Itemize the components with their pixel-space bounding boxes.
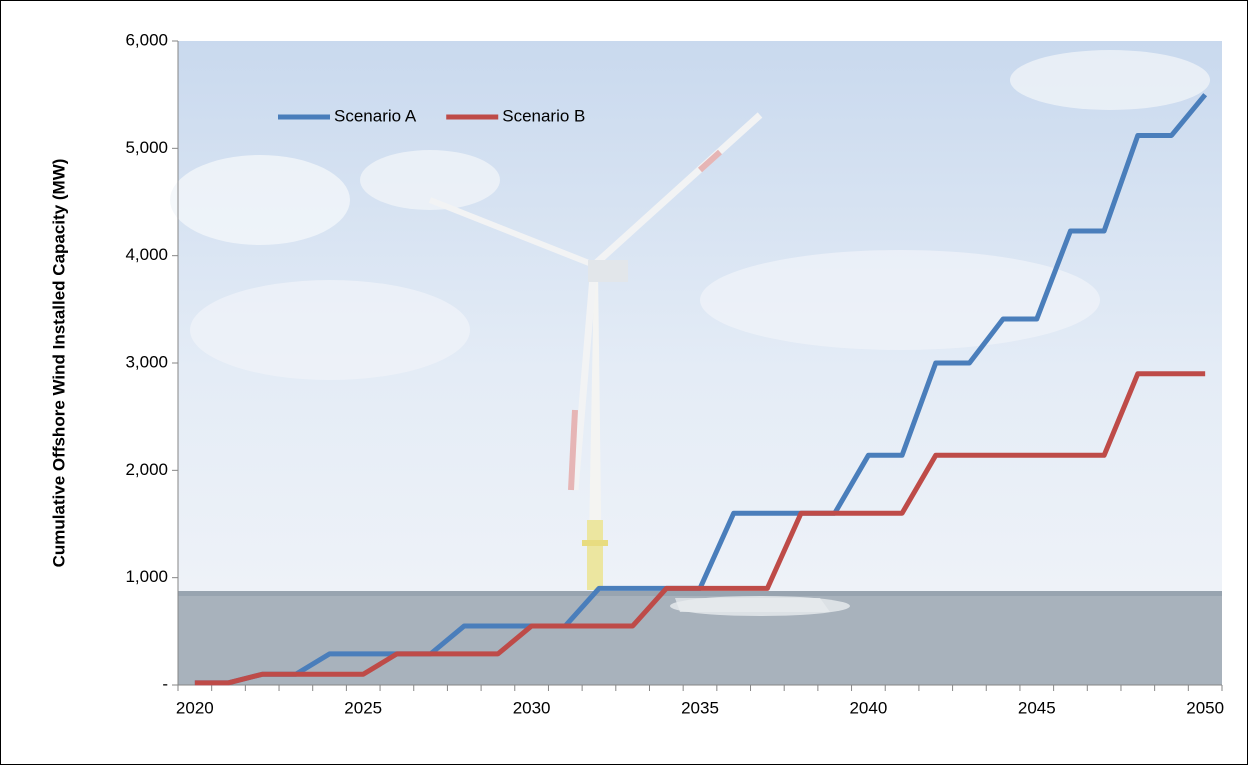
y-tick-label: 6,000 bbox=[125, 30, 168, 49]
x-tick-label: 2045 bbox=[1018, 698, 1056, 717]
y-tick-label: - bbox=[162, 674, 168, 693]
x-tick-label: 2030 bbox=[513, 698, 551, 717]
x-tick-label: 2025 bbox=[344, 698, 382, 717]
y-tick-label: 4,000 bbox=[125, 245, 168, 264]
x-tick-label: 2035 bbox=[681, 698, 719, 717]
x-tick-label: 2050 bbox=[1186, 698, 1224, 717]
y-tick-label: 2,000 bbox=[125, 460, 168, 479]
y-tick-label: 5,000 bbox=[125, 138, 168, 157]
series-line bbox=[194, 371, 1206, 686]
legend-label: Scenario A bbox=[334, 106, 417, 125]
x-tick-label: 2020 bbox=[176, 698, 214, 717]
y-tick-label: 1,000 bbox=[125, 567, 168, 586]
y-axis-title: Cumulative Offshore Wind Installed Capac… bbox=[49, 159, 68, 568]
y-tick-label: 3,000 bbox=[125, 352, 168, 371]
legend-label: Scenario B bbox=[502, 106, 585, 125]
x-tick-label: 2040 bbox=[849, 698, 887, 717]
